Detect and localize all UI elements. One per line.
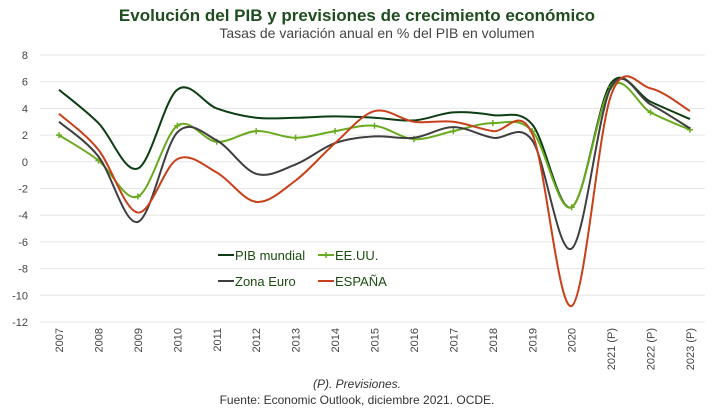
legend-label: ESPAÑA xyxy=(335,274,387,289)
x-tick-label: 2015 xyxy=(370,328,382,352)
x-tick-label: 2021 (P) xyxy=(606,328,618,370)
data-point xyxy=(568,204,575,211)
data-point xyxy=(134,193,141,200)
x-tick-label: 2017 xyxy=(448,328,460,352)
x-tick-label: 2012 xyxy=(251,328,263,352)
y-tick-label: 6 xyxy=(22,77,28,89)
y-tick-label: 8 xyxy=(22,50,28,62)
y-tick-label: 0 xyxy=(22,157,28,169)
y-tick-label: -8 xyxy=(18,264,28,276)
data-point xyxy=(332,128,339,135)
data-point xyxy=(450,128,457,135)
data-point xyxy=(253,128,260,135)
x-tick-label: 2022 (P) xyxy=(646,328,658,370)
data-point xyxy=(292,134,299,141)
legend-label: PIB mundial xyxy=(235,248,305,263)
data-point xyxy=(56,132,62,139)
series-line-2 xyxy=(58,77,691,250)
y-tick-label: 2 xyxy=(22,130,28,142)
y-tick-label: -12 xyxy=(12,317,28,329)
x-tick-label: 2014 xyxy=(330,328,342,352)
source-note: Fuente: Economic Outlook, diciembre 2021… xyxy=(219,393,495,407)
series-line-3 xyxy=(58,75,691,307)
x-tick-label: 2007 xyxy=(54,328,66,352)
data-point xyxy=(489,120,496,127)
y-tick-label: -10 xyxy=(12,290,28,302)
data-point xyxy=(647,109,654,116)
x-tick-label: 2009 xyxy=(133,328,145,352)
data-point xyxy=(174,122,181,129)
legend-label: EE.UU. xyxy=(335,248,378,263)
y-tick-label: 4 xyxy=(22,103,28,115)
x-tick-label: 2010 xyxy=(172,328,184,352)
x-tick-label: 2011 xyxy=(212,328,224,352)
x-tick-label: 2016 xyxy=(409,328,421,352)
chart-subtitle: Tasas de variación anual en % del PIB en… xyxy=(219,25,535,41)
x-tick-label: 2008 xyxy=(93,328,105,352)
chart-title: Evolución del PIB y previsiones de creci… xyxy=(118,6,596,25)
data-point xyxy=(371,122,378,129)
x-tick-label: 2019 xyxy=(527,328,539,352)
y-tick-label: -4 xyxy=(18,210,28,222)
x-tick-label: 2013 xyxy=(291,328,303,352)
x-tick-label: 2018 xyxy=(488,328,500,352)
x-tick-label: 2023 (P) xyxy=(685,328,697,370)
y-tick-label: -6 xyxy=(18,237,28,249)
series-line-1 xyxy=(58,82,691,209)
x-tick-label: 2020 xyxy=(567,328,579,352)
legend-label: Zona Euro xyxy=(235,274,296,289)
y-tick-label: -2 xyxy=(18,184,28,196)
footnote: (P). Previsiones. xyxy=(312,377,402,391)
